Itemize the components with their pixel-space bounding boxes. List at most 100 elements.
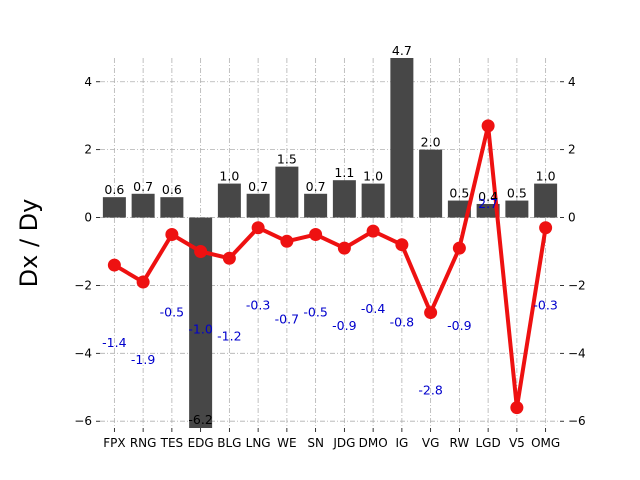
x-tick-label: JDG	[332, 436, 355, 450]
bar-value-label: 1.1	[334, 165, 354, 180]
x-tick-label: VG	[422, 436, 440, 450]
line-point	[510, 401, 524, 415]
line-point	[280, 234, 294, 248]
bar	[304, 193, 328, 218]
y-tick-label-left: −4	[74, 346, 92, 360]
line-point	[395, 238, 409, 252]
y-tick-label-left: 4	[84, 75, 92, 89]
line-value-label: -1.0	[188, 321, 212, 336]
y-tick-label-right: −4	[568, 346, 586, 360]
bar	[275, 166, 299, 218]
y-tick-label-left: −6	[74, 414, 92, 428]
bar	[419, 149, 443, 218]
bar-value-label: 1.0	[219, 169, 239, 184]
y-tick-label-right: 4	[568, 75, 576, 89]
x-tick-label: RW	[450, 436, 470, 450]
y-tick-label-left: −2	[74, 278, 92, 292]
y-tick-label-right: −2	[568, 278, 586, 292]
bar-value-label: 1.5	[277, 152, 297, 167]
x-tick-label: OMG	[531, 436, 560, 450]
line-value-label: -0.9	[332, 318, 356, 333]
bar	[332, 180, 356, 218]
y-tick-label-left: 2	[84, 143, 92, 157]
line-point	[165, 228, 179, 242]
line-point	[366, 224, 380, 238]
line-value-label: -0.8	[390, 315, 414, 330]
bar	[534, 183, 558, 218]
x-tick-label: RNG	[130, 436, 157, 450]
bar	[447, 200, 471, 218]
bar	[361, 183, 385, 218]
bar-value-label: 0.4	[478, 189, 498, 204]
line-point	[194, 244, 208, 258]
x-tick-label: TES	[160, 436, 184, 450]
y-tick-label-left: 0	[84, 211, 92, 225]
line-layer	[107, 119, 553, 415]
line-point	[539, 221, 553, 235]
x-tick-label: SN	[307, 436, 324, 450]
line-value-label: -1.9	[131, 352, 155, 367]
bar-value-label: 4.7	[392, 43, 412, 58]
bar	[390, 58, 414, 218]
line-value-label: -1.2	[217, 328, 241, 343]
line-point	[452, 241, 466, 255]
bar-value-label: 2.0	[421, 135, 441, 150]
x-tick-label: LNG	[246, 436, 271, 450]
line-point	[337, 241, 351, 255]
line-value-label: -5.6	[505, 478, 529, 480]
axes-layer: −6 −6 −4 −4 −2 −2 0 0 2 2 4 4 FPX RNG TES EDG BLG LNG WE SN…	[74, 75, 585, 450]
line-point	[481, 119, 495, 133]
bar	[476, 203, 500, 218]
x-tick-label: EDG	[188, 436, 214, 450]
line-point	[107, 258, 121, 272]
y-tick-label-right: 2	[568, 143, 576, 157]
bar	[131, 193, 155, 218]
bar-value-label: 1.0	[536, 169, 556, 184]
line-series	[112, 123, 548, 410]
x-tick-label: WE	[277, 436, 296, 450]
x-tick-label: LGD	[476, 436, 501, 450]
labels-layer: 0.6 0.7 0.6 -6.2 1.0 0.7 1.5 0.7 1.1 1.0 4.7 2.0 0.5…	[102, 43, 558, 480]
bar	[102, 197, 126, 218]
line-value-label: 2.7	[478, 196, 498, 211]
bar-value-label: 0.6	[162, 182, 182, 197]
bar-value-label: 0.7	[248, 179, 268, 194]
bar	[505, 200, 529, 218]
line-value-label: -0.4	[361, 301, 385, 316]
bars-layer	[102, 58, 558, 428]
line-point	[309, 228, 323, 242]
line-value-label: -1.4	[102, 335, 126, 350]
bar	[217, 183, 241, 218]
bar-value-label: 0.6	[104, 182, 124, 197]
bar-value-label: 0.7	[133, 179, 153, 194]
x-tick-label: V5	[509, 436, 525, 450]
line-point	[136, 275, 150, 289]
x-tick-label: DMO	[359, 436, 388, 450]
x-tick-label: IG	[395, 436, 408, 450]
line-value-label: -0.5	[160, 305, 184, 320]
y-tick-label-right: −6	[568, 414, 586, 428]
line-value-label: -0.9	[447, 318, 471, 333]
x-tick-label: FPX	[103, 436, 125, 450]
line-point	[222, 251, 236, 265]
line-value-label: -0.5	[303, 305, 327, 320]
line-point	[424, 306, 438, 320]
line-value-label: -2.8	[418, 383, 442, 398]
y-axis-title: Dx / Dy	[15, 199, 43, 288]
line-value-label: -0.7	[275, 311, 299, 326]
bar-value-label: -6.2	[188, 412, 212, 427]
line-value-label: -0.3	[533, 298, 557, 313]
y-tick-label-right: 0	[568, 211, 576, 225]
bar	[189, 217, 213, 428]
bar-value-label: 0.5	[449, 186, 469, 201]
bar-value-label: 0.5	[507, 186, 527, 201]
x-tick-label: BLG	[217, 436, 241, 450]
bar	[246, 193, 270, 218]
bar-value-label: 1.0	[363, 169, 383, 184]
bar	[160, 197, 184, 218]
line-point	[251, 221, 265, 235]
line-value-label: -0.3	[246, 298, 270, 313]
bar-value-label: 0.7	[306, 179, 326, 194]
